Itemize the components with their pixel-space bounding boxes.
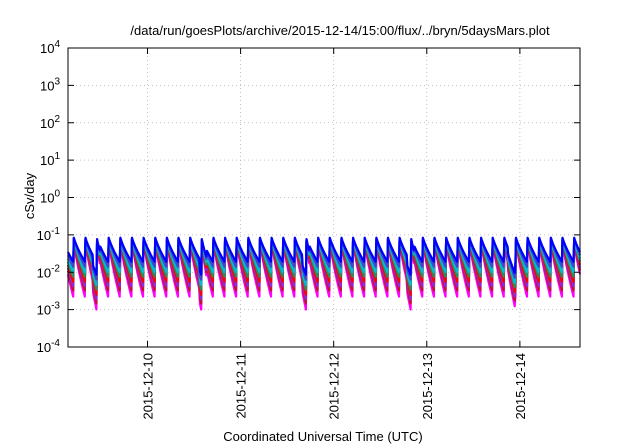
x-tick-label: 2015-12-12: [327, 353, 342, 420]
x-tick-label: 2015-12-11: [234, 353, 249, 419]
series-line: [67, 236, 581, 276]
y-tick-label: 10-3: [37, 301, 61, 318]
y-tick-label: 102: [40, 114, 60, 131]
y-tick-label: 100: [40, 189, 60, 206]
y-tick-label: 104: [40, 39, 60, 56]
y-tick-label: 10-1: [37, 226, 61, 243]
x-axis-label: Coordinated Universal Time (UTC): [223, 429, 422, 444]
y-tick-label: 103: [40, 76, 60, 93]
y-tick-label: 10-4: [37, 338, 61, 355]
plot-frame: [67, 47, 581, 348]
axes: 10-4 10-3 10-2 10-1 100 101 102 103 104 2015-12-1…: [37, 39, 581, 420]
plot-series: [66, 236, 582, 311]
chart-title: /data/run/goesPlots/archive/2015-12-14/1…: [130, 23, 550, 38]
y-axis-label: cSv/day: [22, 172, 37, 219]
x-tick-label: 2015-12-14: [513, 353, 528, 420]
x-tick-label: 2015-12-10: [141, 353, 156, 420]
y-tick-label: 10-2: [37, 263, 61, 280]
y-tick-label: 101: [40, 151, 60, 168]
grid-lines: [68, 48, 580, 347]
x-tick-label: 2015-12-13: [420, 353, 435, 420]
